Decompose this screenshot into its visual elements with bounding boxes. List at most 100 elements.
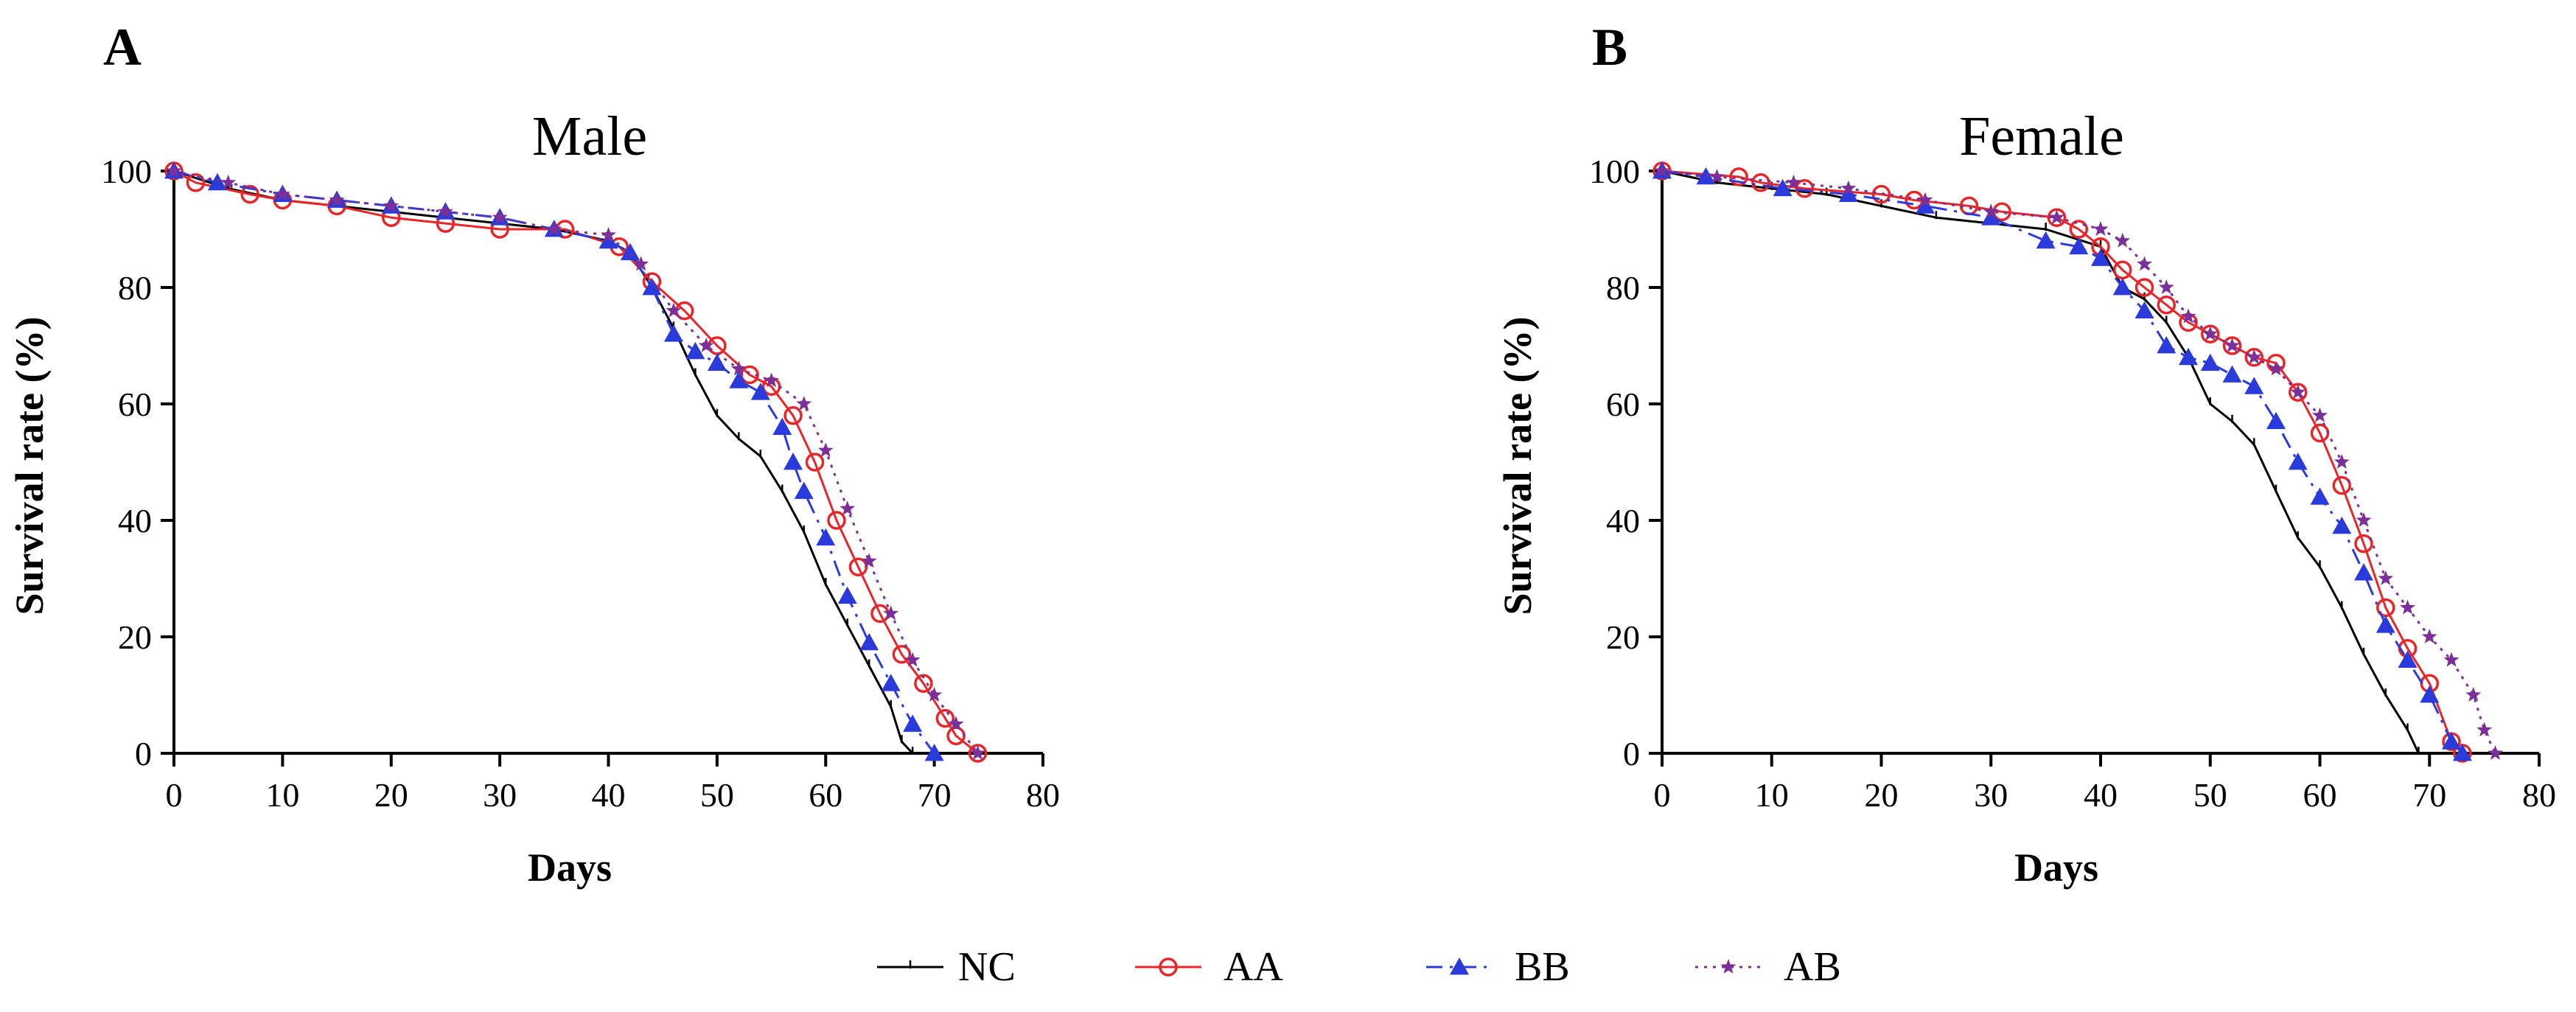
data-point-bb — [2091, 248, 2110, 266]
series-line-aa — [173, 170, 979, 755]
x-tick-label: 20 — [374, 776, 408, 814]
data-point-ab — [883, 605, 899, 621]
x-tick-label: 60 — [2303, 776, 2337, 814]
data-point-bb — [2354, 563, 2373, 581]
data-point-bb — [707, 353, 727, 371]
series-aa — [164, 161, 988, 763]
series-layer — [1652, 161, 2503, 763]
data-point-bb — [2157, 336, 2177, 354]
series-line-nc — [173, 170, 914, 755]
data-point-ab — [438, 203, 453, 219]
data-point-aa — [827, 511, 846, 530]
x-tick-label: 70 — [2412, 776, 2446, 814]
data-point-bb — [2452, 744, 2472, 761]
legend-marker — [1450, 957, 1469, 975]
data-point-ab — [2246, 349, 2262, 364]
data-point-ab — [2476, 722, 2493, 737]
data-point-aa — [2332, 475, 2351, 495]
data-point-ab — [2356, 512, 2372, 527]
chart-title-male: Male — [532, 105, 647, 167]
x-tick-label: 60 — [809, 776, 842, 814]
data-point-bb — [924, 744, 944, 761]
data-point-bb — [2442, 732, 2461, 750]
data-point-ab — [2312, 407, 2328, 422]
data-point-bb — [2420, 685, 2440, 703]
data-point-aa — [2289, 383, 2308, 402]
data-point-bb — [1696, 167, 1716, 185]
data-point-bb — [1838, 184, 1858, 202]
series-ab — [166, 163, 985, 760]
y-tick-label: 0 — [135, 735, 152, 772]
data-point-aa — [2157, 295, 2176, 315]
x-tick-label: 0 — [1654, 776, 1671, 814]
data-point-aa — [2135, 278, 2154, 297]
data-point-ab — [220, 174, 237, 189]
data-point-aa — [914, 674, 933, 693]
panel-female: B Female Days Survival rate (%) 0 10 20 30 4… — [1495, 18, 2556, 890]
data-point-ab — [2290, 384, 2306, 399]
y-tick-label: 40 — [118, 502, 152, 540]
x-tick-label: 80 — [2522, 776, 2556, 814]
x-axis-label: Days — [2014, 845, 2098, 890]
data-point-bb — [2288, 453, 2308, 470]
data-point-ab — [861, 553, 877, 568]
data-point-ab — [1983, 203, 1999, 219]
x-tick-label: 30 — [1974, 776, 2008, 814]
legend-item-aa: AA — [1135, 944, 1283, 990]
data-point-bb — [2266, 411, 2286, 430]
y-tick-label: 60 — [118, 385, 152, 423]
y-tick-label: 40 — [1606, 502, 1640, 540]
x-tick-label: 10 — [1755, 776, 1789, 814]
data-point-ab — [2202, 326, 2219, 341]
series-line-bb — [173, 170, 935, 754]
y-tick-label: 100 — [1589, 153, 1640, 190]
data-point-ab — [2378, 570, 2394, 585]
y-tick-label: 0 — [1623, 735, 1640, 772]
y-tick-label: 60 — [1606, 385, 1640, 423]
data-point-ab — [1708, 168, 1725, 184]
data-point-aa — [1729, 167, 1748, 186]
x-tick-label: 20 — [1865, 776, 1899, 814]
data-point-bb — [859, 632, 879, 651]
data-point-bb — [881, 674, 901, 691]
data-point-bb — [2332, 516, 2352, 534]
data-point-ab — [2268, 360, 2284, 376]
y-tick-label: 100 — [101, 153, 152, 190]
legend-marker — [1720, 959, 1736, 974]
data-point-bb — [2135, 301, 2154, 318]
data-point-ab — [329, 192, 345, 207]
series-line-nc — [1661, 170, 2420, 754]
data-point-ab — [2180, 308, 2196, 324]
data-point-bb — [750, 383, 770, 400]
data-point-ab — [274, 186, 290, 201]
data-point-bb — [837, 586, 857, 604]
x-tick-label: 40 — [592, 776, 626, 814]
data-point-ab — [840, 500, 856, 516]
series-line-bb — [1661, 170, 2463, 755]
y-tick-label: 80 — [118, 269, 152, 307]
data-point-bb — [794, 481, 814, 499]
series-bb — [1652, 161, 2472, 761]
data-point-ab — [666, 302, 682, 318]
legend: NC AA BB AB — [877, 944, 1841, 990]
data-point-aa — [848, 557, 868, 576]
series-ab — [1654, 163, 2503, 760]
data-point-bb — [903, 714, 923, 732]
data-point-aa — [1795, 178, 1815, 198]
data-point-ab — [764, 372, 779, 388]
data-point-bb — [2376, 615, 2395, 633]
data-point-aa — [2244, 348, 2263, 367]
data-point-bb — [729, 371, 749, 388]
data-point-bb — [1981, 208, 2001, 226]
data-point-ab — [2224, 338, 2240, 352]
data-point-aa — [2354, 534, 2373, 554]
x-tick-label: 50 — [2193, 776, 2227, 814]
data-point-bb — [685, 341, 705, 360]
data-point-ab — [2443, 652, 2460, 667]
data-point-ab — [2421, 629, 2437, 643]
data-point-ab — [2092, 221, 2109, 236]
data-point-ab — [904, 652, 921, 667]
data-point-ab — [1840, 180, 1857, 195]
chart-title-female: Female — [1959, 105, 2124, 167]
data-point-ab — [2465, 687, 2482, 702]
